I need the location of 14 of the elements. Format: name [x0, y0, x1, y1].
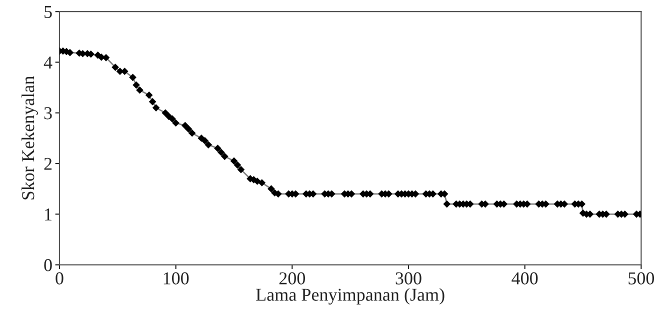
x-tick-label: 200	[279, 272, 306, 284]
y-tick-label: 5	[44, 6, 52, 18]
x-axis-title: Lama Penyimpanan (Jam)	[256, 288, 444, 305]
x-tick-label: 0	[56, 272, 64, 284]
x-tick-label: 400	[512, 272, 538, 284]
x-tick-label: 300	[396, 272, 422, 284]
y-tick-label: 4	[44, 56, 52, 68]
y-tick-label: 1	[45, 208, 52, 220]
y-tick-label: 2	[44, 158, 52, 170]
x-tick-label: 100	[164, 272, 189, 284]
x-tick-label: 500	[628, 272, 654, 284]
y-tick-label: 0	[44, 259, 52, 272]
y-tick-label: 3	[44, 107, 52, 120]
y-axis-title: Skor Kekenyalan	[22, 76, 38, 200]
